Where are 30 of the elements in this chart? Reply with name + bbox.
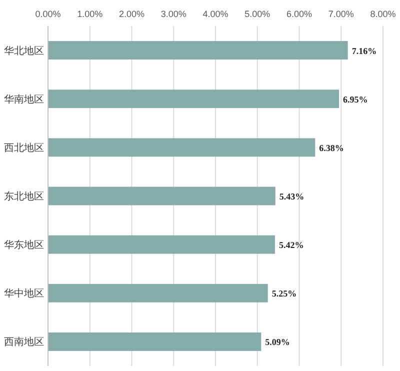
y-tick-label: 华中地区	[4, 288, 44, 300]
data-label: 5.25%	[272, 288, 297, 299]
x-tick-label: 3.00%	[160, 9, 186, 19]
bar	[48, 332, 262, 351]
bar	[48, 90, 340, 108]
bar	[48, 235, 275, 254]
bar	[48, 186, 276, 206]
data-label: 7.16%	[352, 46, 377, 56]
bar	[48, 284, 268, 302]
y-tick-label: 华东地区	[4, 239, 44, 252]
data-label: 5.42%	[278, 240, 304, 250]
data-label: 5.09%	[265, 337, 290, 348]
x-tick-label: 2.00%	[118, 9, 145, 19]
x-tick-label: 8.00%	[370, 9, 396, 19]
x-tick-label: 1.00%	[77, 9, 103, 19]
bar	[48, 41, 348, 60]
y-tick-label: 华北地区	[4, 44, 44, 57]
y-tick-label: 华南地区	[4, 93, 44, 106]
y-tick-label: 东北地区	[4, 190, 44, 202]
x-tick-label: 7.00%	[328, 9, 354, 19]
data-label: 5.43%	[279, 192, 304, 202]
y-tick-label: 西北地区	[4, 142, 44, 154]
x-tick-label: 4.00%	[202, 9, 228, 19]
y-tick-label: 西南地区	[4, 336, 44, 348]
data-label: 6.95%	[343, 94, 368, 104]
x-tick-label: 6.00%	[286, 9, 312, 19]
data-label: 6.38%	[319, 142, 344, 153]
bar	[48, 138, 316, 157]
x-tick-label: 0.00%	[35, 9, 61, 19]
x-tick-label: 5.00%	[244, 9, 270, 19]
